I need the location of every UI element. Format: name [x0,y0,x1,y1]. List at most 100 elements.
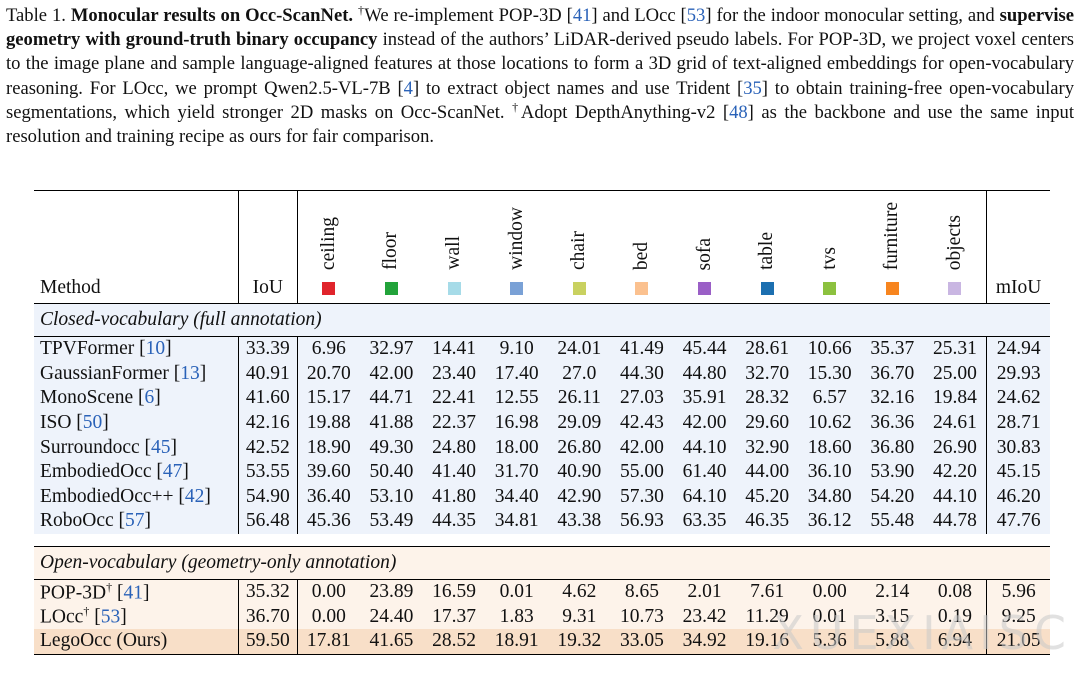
citation-link[interactable]: 10 [145,338,166,360]
value-cell: 29.60 [735,410,799,436]
value-cell: 15.30 [798,361,862,387]
value-cell: 43.38 [548,509,611,534]
value-cell: 25.00 [923,361,987,387]
method-name: ISO [50] [34,410,239,436]
header-method: Method [40,277,101,298]
value-cell: 19.84 [923,386,987,411]
citation-link[interactable]: 13 [180,362,200,384]
value-cell: 24.94 [986,336,1050,362]
value-cell: 64.10 [673,484,736,510]
class-color-swatch [447,282,461,295]
table-row: POP-3D† [41] 35.32 0.00 23.89 16.59 0.01 4.62 8… [34,579,1050,605]
value-cell: 61.40 [673,459,736,485]
value-cell: 10.66 [798,336,862,362]
citation-link[interactable]: 4 [403,77,413,99]
value-cell: 42.90 [548,484,611,510]
citation-link[interactable]: 53 [100,606,121,628]
section-title-closed: Closed-vocabulary (full annotation) [34,303,1050,337]
citation-link[interactable]: 53 [686,5,706,26]
value-cell: 36.10 [798,459,862,485]
table-row: MonoScene [6] 41.60 15.17 44.71 22.41 12.55 26… [34,386,1050,411]
citation-link[interactable]: 45 [151,436,171,458]
value-cell: 42.16 [238,410,298,436]
value-cell: 44.35 [422,509,486,534]
table-row: ISO [50] 42.16 19.88 41.88 22.37 16.98 29.09 42… [34,410,1050,436]
class-label: tvs [818,247,840,270]
value-cell: 2.14 [861,579,924,605]
value-cell: 22.37 [422,410,486,436]
value-cell: 25.31 [923,336,987,362]
value-cell: 2.01 [673,579,736,605]
citation-link[interactable]: 42 [184,485,205,507]
class-color-swatch [384,282,398,295]
class-color-swatch [885,282,899,295]
value-cell: 5.36 [798,628,862,655]
value-cell: 46.20 [986,484,1050,510]
value-cell: 14.41 [422,336,486,362]
header-class-chair: chair [548,191,611,304]
value-cell: 42.43 [610,410,674,436]
value-cell: 24.61 [923,410,987,436]
citation-link[interactable]: 50 [82,412,103,434]
value-cell: 46.35 [735,509,799,534]
value-cell: 0.08 [923,579,987,605]
value-cell: 17.37 [422,604,486,629]
value-cell: 28.61 [735,336,799,362]
value-cell: 27.03 [610,386,674,411]
value-cell: 45.44 [673,336,736,362]
class-label: floor [380,232,402,270]
value-cell: 18.90 [296,435,361,460]
value-cell: 42.00 [610,435,674,460]
citation-link[interactable]: 47 [162,461,183,483]
value-cell: 30.83 [986,435,1050,460]
value-cell: 41.40 [422,459,486,485]
table-row: TPVFormer [10] 33.39 6.96 32.97 14.41 9.10 24.… [34,336,1050,362]
method-name: GaussianFormer [13] [34,361,239,387]
class-color-swatch [322,282,336,295]
header-class-sofa: sofa [673,191,736,304]
class-label: ceiling [317,216,339,270]
value-cell: 35.37 [861,336,924,362]
value-cell: 34.80 [798,484,862,510]
value-cell: 28.71 [986,410,1050,436]
citation-link[interactable]: 41 [572,5,592,26]
header-class-bed: bed [611,191,674,304]
value-cell: 28.52 [422,628,486,655]
value-cell: 23.42 [673,604,736,629]
value-cell: 24.80 [422,435,486,460]
value-cell: 34.81 [485,509,548,534]
citation-link[interactable]: 48 [729,101,748,123]
value-cell: 53.10 [360,484,423,510]
value-cell: 10.62 [798,410,862,436]
value-cell: 55.00 [610,459,674,485]
citation-link[interactable]: 35 [743,77,762,99]
method-name: MonoScene [6] [34,386,239,411]
value-cell: 32.16 [861,386,924,411]
citation-link[interactable]: 6 [144,387,155,409]
citation-link[interactable]: 41 [123,582,143,604]
value-cell: 26.11 [548,386,611,411]
value-cell: 19.88 [296,410,361,436]
value-cell: 22.41 [422,386,486,411]
value-cell: 3.15 [861,604,924,629]
value-cell: 42.00 [673,410,736,436]
method-name: EmbodiedOcc [47] [34,459,239,485]
value-cell: 41.60 [238,386,298,411]
value-cell: 36.12 [798,509,862,534]
value-cell: 36.70 [238,604,298,629]
value-cell: 9.10 [485,336,548,362]
value-cell: 34.92 [673,628,736,655]
value-cell: 34.40 [485,484,548,510]
value-cell: 42.20 [923,459,987,485]
header-class-ceiling: ceiling [296,190,361,304]
value-cell: 33.39 [238,336,298,362]
value-cell: 0.00 [798,579,862,605]
value-cell: 32.97 [360,336,423,362]
value-cell: 0.01 [798,604,862,629]
value-cell: 54.20 [861,484,924,510]
table-row: GaussianFormer [13] 40.91 20.70 42.00 23.40 1… [34,361,1050,387]
value-cell: 26.90 [923,435,987,460]
value-cell: 44.00 [735,459,799,485]
results-table: Method IoU ceiling floor wall window chair be… [34,190,1050,655]
citation-link[interactable]: 57 [125,510,145,532]
